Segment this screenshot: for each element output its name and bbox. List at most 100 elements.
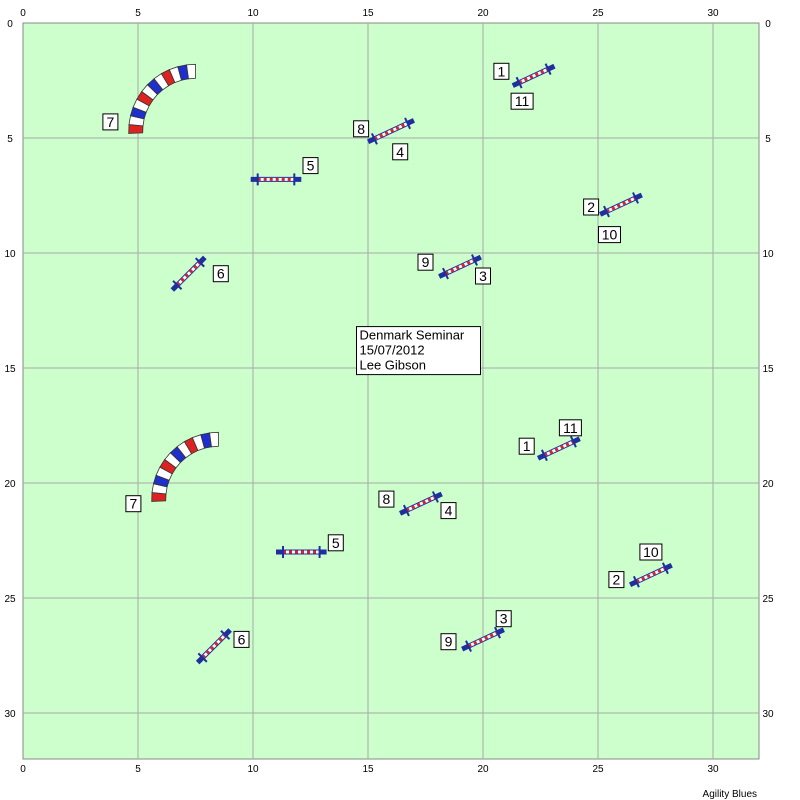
jump-upright bbox=[465, 640, 472, 653]
obstacle-number: 7 bbox=[130, 496, 138, 512]
jump-bar-stripes bbox=[373, 122, 409, 141]
tick-label-right: 30 bbox=[762, 709, 774, 720]
obstacle-number: 6 bbox=[238, 631, 246, 647]
obstacle-number: 6 bbox=[217, 266, 225, 282]
info-box-frame bbox=[356, 326, 481, 376]
number-label-box bbox=[598, 226, 621, 244]
jump-upright bbox=[402, 504, 410, 517]
tick-label-left: 5 bbox=[7, 134, 13, 145]
obstacle-number: 5 bbox=[332, 535, 340, 551]
tick-label-top: 20 bbox=[477, 8, 489, 19]
footer-credit: Agility Blues bbox=[703, 789, 757, 800]
obstacle-number: 8 bbox=[357, 121, 365, 137]
jump-bar-stripes bbox=[543, 440, 575, 457]
tunnel-segment bbox=[209, 431, 219, 448]
tick-label-top: 30 bbox=[707, 8, 719, 19]
obstacle-number: 9 bbox=[445, 634, 453, 650]
number-label-box bbox=[233, 630, 250, 648]
tick-label-top: 15 bbox=[362, 8, 374, 19]
tick-label-top: 5 bbox=[135, 8, 141, 19]
tunnel-obstacle bbox=[151, 431, 219, 502]
tick-label-left: 20 bbox=[4, 479, 16, 490]
jump-obstacle bbox=[195, 628, 232, 665]
jump-upright bbox=[194, 257, 205, 268]
jump-obstacle bbox=[461, 626, 505, 653]
obstacle-number: 3 bbox=[479, 268, 487, 284]
info-title: Denmark Seminar bbox=[360, 328, 465, 343]
number-label-box bbox=[417, 253, 434, 271]
tick-label-bottom: 30 bbox=[707, 764, 719, 775]
number-label-box bbox=[302, 157, 319, 175]
obstacle-number: 4 bbox=[396, 144, 404, 160]
number-label-box bbox=[639, 543, 663, 561]
tick-label-top: 10 bbox=[247, 8, 259, 19]
tick-label-right: 15 bbox=[762, 364, 774, 375]
obstacle-number: 2 bbox=[613, 572, 621, 588]
jump-bar-stripes bbox=[176, 261, 201, 287]
tick-label-bottom: 20 bbox=[477, 764, 489, 775]
jump-upright bbox=[442, 267, 449, 280]
jump-upright bbox=[494, 626, 501, 639]
jump-obstacle bbox=[511, 63, 556, 89]
tick-label-right: 20 bbox=[762, 479, 774, 490]
jump-upright bbox=[632, 192, 639, 204]
jump-obstacle bbox=[438, 254, 482, 280]
jump-obstacle bbox=[250, 173, 302, 186]
number-label-box bbox=[440, 633, 457, 651]
jump-bar-stripes bbox=[605, 196, 637, 213]
tick-label-top: 0 bbox=[20, 8, 26, 19]
jump-upright bbox=[540, 449, 548, 462]
number-label-box bbox=[440, 502, 457, 520]
jump-upright bbox=[404, 117, 412, 130]
jump-obstacle bbox=[628, 562, 673, 588]
jump-obstacle bbox=[599, 192, 643, 218]
number-label-box bbox=[608, 571, 625, 589]
jump-obstacle bbox=[367, 117, 415, 145]
info-date: 15/07/2012 bbox=[360, 343, 425, 358]
tick-label-right: 10 bbox=[762, 249, 774, 260]
jump-upright bbox=[172, 280, 183, 290]
jump-obstacle bbox=[170, 255, 207, 292]
obstacle-number: 8 bbox=[383, 491, 391, 507]
obstacle-number: 11 bbox=[515, 93, 530, 109]
number-label-box bbox=[102, 113, 119, 131]
tick-label-left: 0 bbox=[7, 19, 13, 30]
course-field bbox=[22, 22, 760, 760]
tick-label-bottom: 5 bbox=[135, 764, 141, 775]
obstacle-number: 3 bbox=[500, 611, 508, 627]
obstacle-number: 5 bbox=[307, 158, 315, 174]
tick-label-top: 25 bbox=[592, 8, 604, 19]
obstacle-number: 10 bbox=[602, 227, 618, 243]
tunnel-obstacle bbox=[128, 63, 196, 134]
number-label-box bbox=[510, 92, 534, 110]
jump-upright bbox=[603, 205, 610, 218]
jump-bar-stripes bbox=[467, 631, 499, 648]
jump-obstacle bbox=[536, 435, 581, 462]
jump-upright bbox=[569, 435, 577, 448]
number-label-box bbox=[125, 495, 142, 513]
number-label-box bbox=[518, 437, 535, 455]
obstacle-number: 1 bbox=[498, 63, 506, 79]
tick-label-right: 0 bbox=[765, 19, 771, 30]
tunnel-segment bbox=[186, 63, 196, 80]
number-label-box bbox=[392, 143, 409, 161]
number-label-box bbox=[327, 534, 344, 552]
obstacle-number: 4 bbox=[445, 503, 453, 519]
number-label-box bbox=[493, 62, 510, 80]
number-label-box bbox=[475, 267, 491, 285]
jump-bar-stripes bbox=[405, 495, 437, 512]
tick-label-bottom: 25 bbox=[592, 764, 604, 775]
tick-label-bottom: 10 bbox=[247, 764, 259, 775]
tick-label-left: 15 bbox=[4, 364, 16, 375]
obstacle-number: 9 bbox=[422, 254, 430, 270]
tick-label-bottom: 15 bbox=[362, 764, 374, 775]
info-box: Denmark Seminar 15/07/2012 Lee Gibson bbox=[356, 326, 481, 376]
tick-label-right: 25 bbox=[762, 594, 774, 605]
number-label-box bbox=[495, 610, 512, 628]
jump-bar-stripes bbox=[444, 258, 476, 275]
number-label-box bbox=[558, 419, 582, 437]
jump-upright bbox=[515, 76, 523, 89]
